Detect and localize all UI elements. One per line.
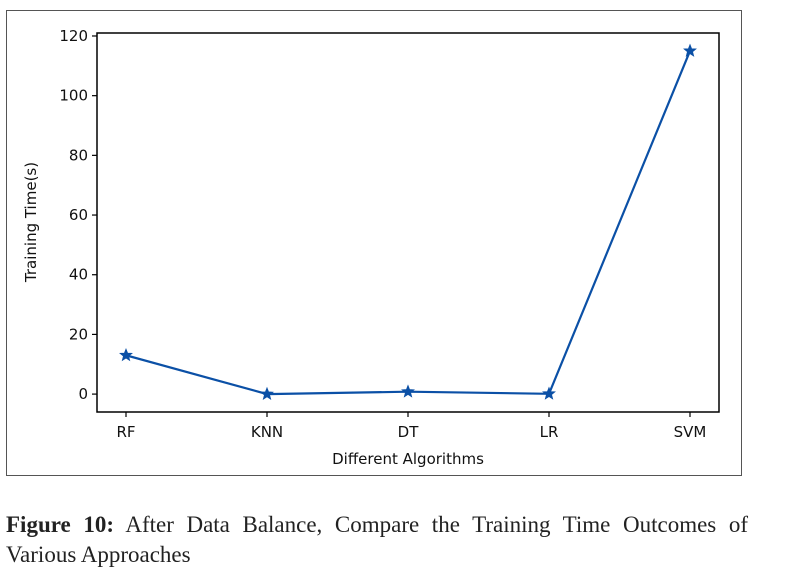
figure-caption-text: After Data Balance, Compare the Training… [6,512,748,567]
y-tick-label: 0 [78,385,88,403]
y-axis: 0 20 40 60 80 100 120 [59,27,97,403]
y-tick-label: 80 [69,146,88,164]
x-axis-title: Different Algorithms [332,450,484,468]
y-tick-label: 60 [69,206,88,224]
y-tick-label: 100 [59,87,88,105]
y-tick-label: 40 [69,266,88,284]
data-point-svm [683,43,697,57]
y-tick-label: 20 [69,325,88,343]
x-tick-label: SVM [674,423,707,441]
data-point-dt [401,384,415,398]
x-axis: RF KNN DT LR SVM [116,412,706,441]
x-tick-label: KNN [251,423,283,441]
training-time-chart: 0 20 40 60 80 100 120 RF KNN DT LR SVM Different A… [22,27,720,468]
x-tick-label: RF [116,423,135,441]
plot-area [96,32,720,413]
y-tick-label: 120 [59,27,88,45]
x-tick-label: LR [540,423,559,441]
data-point-rf [119,347,133,362]
figure-label: Figure 10: [6,512,114,537]
y-axis-title: Training Time(s) [22,162,40,283]
x-tick-label: DT [398,423,420,441]
data-point-lr [542,386,556,400]
series-markers [119,43,697,401]
data-point-knn [260,386,274,401]
figure-caption: Figure 10: After Data Balance, Compare t… [6,510,748,570]
